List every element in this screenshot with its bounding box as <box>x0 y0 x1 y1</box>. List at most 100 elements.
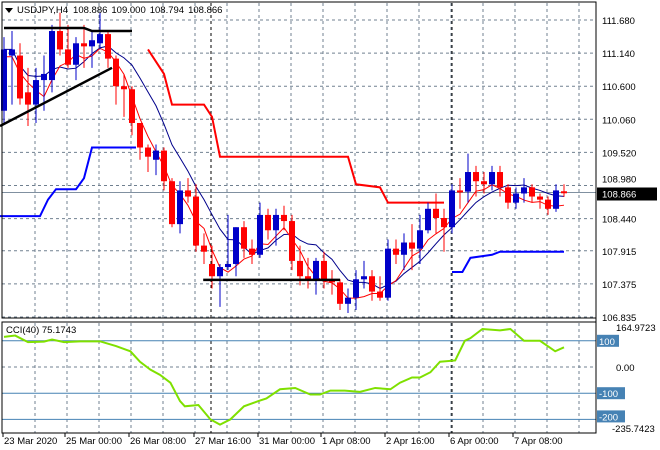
chart-menu-triangle-icon[interactable] <box>5 8 13 13</box>
candle-bear <box>17 55 23 99</box>
candle-bear <box>201 245 207 252</box>
candle-bull <box>449 190 455 228</box>
candle-bear <box>305 276 311 280</box>
candle-bear <box>169 181 175 225</box>
cci-level-box <box>597 410 625 423</box>
price-tick-label: 110.600 <box>602 82 636 93</box>
candle-bear <box>121 86 127 90</box>
candle-bull <box>89 40 95 47</box>
cci-max-label: 164.9723 <box>616 323 656 334</box>
candle-bull <box>513 193 519 203</box>
candle-bear <box>433 208 439 218</box>
price-tick-label: 107.915 <box>602 247 636 258</box>
time-tick-label: 27 Mar 16:00 <box>195 436 251 447</box>
candle-bull <box>153 150 159 160</box>
candle-bear <box>441 218 447 228</box>
moving-averages <box>4 45 565 299</box>
ohlc-low: 108.794 <box>150 5 184 16</box>
candle-bull <box>417 230 423 249</box>
candle-bull <box>49 31 55 81</box>
trendline <box>0 66 113 128</box>
candle-bear <box>409 242 415 249</box>
time-tick-label: 7 Apr 08:00 <box>514 436 563 447</box>
price-tick-label: 110.060 <box>602 115 636 126</box>
candle-bear <box>289 221 295 261</box>
cci-level-box <box>597 334 619 347</box>
candle-bear <box>377 291 383 298</box>
candle-bear <box>529 187 535 197</box>
price-tick-label: 111.680 <box>602 16 635 27</box>
candle-bear <box>481 181 487 185</box>
price-tick-label: 111.140 <box>602 49 635 60</box>
candle-bear <box>337 282 343 304</box>
candle-bear <box>105 34 111 59</box>
candle-bull <box>233 227 239 264</box>
candle-bear <box>193 196 199 246</box>
candle-bear <box>161 150 167 182</box>
candle-bear <box>65 49 71 65</box>
trendlines <box>0 26 340 282</box>
candle-bear <box>505 187 511 203</box>
cci-panel <box>2 327 596 426</box>
candle-bear <box>129 89 135 123</box>
candle-bear <box>457 190 463 193</box>
symbol-timeframe: USDJPY,H4 <box>17 5 68 16</box>
cci-level-label: -200 <box>599 412 618 423</box>
upper-band-line <box>147 48 444 204</box>
time-tick-label: 25 Mar 00:00 <box>66 436 122 447</box>
candle-bull <box>353 279 359 298</box>
candle-bear <box>249 248 255 255</box>
price-tick-label: 109.520 <box>602 148 636 159</box>
lower-band-line <box>452 250 564 273</box>
candle-bull <box>521 187 527 194</box>
cci-title: CCI(40) 75.1743 <box>6 325 76 336</box>
candle-bull <box>97 34 103 44</box>
time-tick-label: 31 Mar 00:00 <box>259 436 315 447</box>
cci-level-label: -100 <box>599 389 618 400</box>
candle-bull <box>225 263 231 268</box>
candle-bull <box>217 267 223 277</box>
ohlc-close: 108.866 <box>188 5 222 16</box>
candle-bear <box>393 248 399 255</box>
candle-bear <box>281 214 287 222</box>
candle-bear <box>185 190 191 197</box>
candle-bear <box>241 227 247 249</box>
candle-bear <box>209 263 215 277</box>
candle-bear <box>297 260 303 277</box>
candle-bull <box>177 190 183 225</box>
time-tick-label: 2 Apr 16:00 <box>386 436 435 447</box>
candle-bull <box>401 242 407 255</box>
time-tick-label: 6 Apr 00:00 <box>450 436 499 447</box>
candle-bear <box>113 58 119 87</box>
candle-bear <box>537 196 543 200</box>
candle-bear <box>497 172 503 188</box>
cci-level-label: 0.00 <box>616 363 635 374</box>
price-tick-label: 107.375 <box>602 280 636 291</box>
candle-bear <box>25 92 31 105</box>
candle-bull <box>345 297 351 304</box>
candle-bull <box>257 214 263 255</box>
candle-bear <box>545 199 551 209</box>
trendline <box>4 26 132 33</box>
candle-bear <box>57 31 63 50</box>
candle-bull <box>33 80 39 105</box>
price-tick-label: 108.980 <box>602 175 636 186</box>
candle-bull <box>465 172 471 192</box>
slow-ma-line <box>4 45 565 290</box>
candle-bear <box>561 191 567 194</box>
time-tick-label: 23 Mar 2020 <box>4 436 57 447</box>
cci-line <box>3 327 565 426</box>
cci-level-label: 100 <box>599 337 615 348</box>
chart-header: USDJPY,H4 108.886 109.000 108.794 108.866 <box>17 5 222 16</box>
candles <box>1 12 567 314</box>
current-price-label: 108.866 <box>602 189 636 200</box>
candle-bear <box>265 214 271 231</box>
candle-bull <box>1 49 7 111</box>
candle-bear <box>473 172 479 182</box>
time-tick-label: 1 Apr 08:00 <box>322 436 371 447</box>
current-price-box <box>597 187 657 201</box>
candle-bull <box>425 208 431 231</box>
candle-bull <box>313 260 319 280</box>
